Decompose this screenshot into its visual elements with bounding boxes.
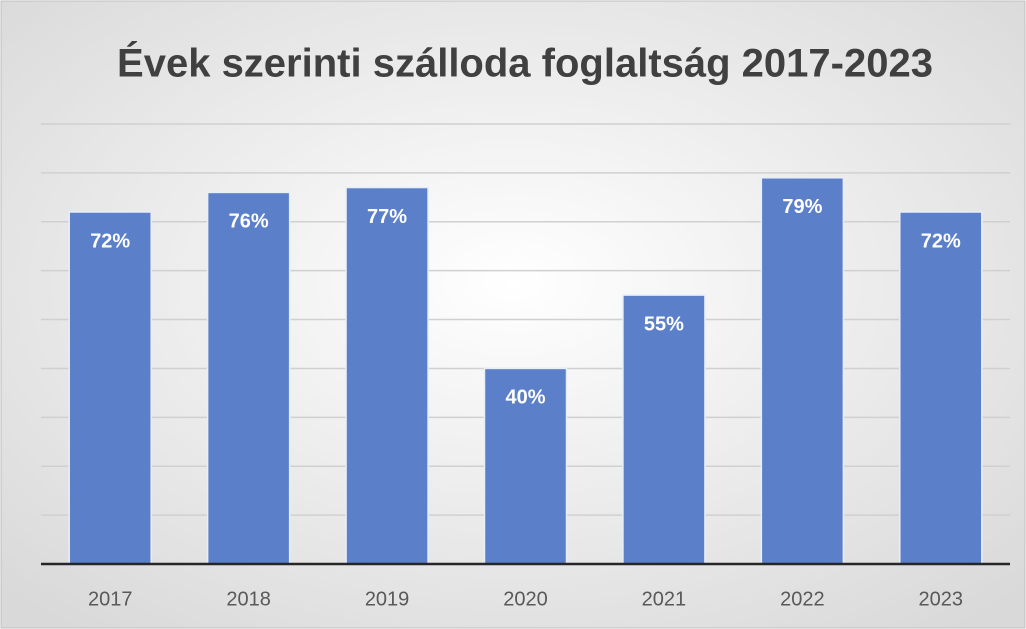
chart-title: Évek szerinti szálloda foglaltság 2017-2… [117,41,933,86]
bar [345,186,429,565]
bar [760,177,845,565]
data-label: 72% [90,230,130,252]
x-tick-label: 2023 [919,588,964,610]
data-label: 55% [644,313,684,335]
bar [483,367,568,565]
bar [622,294,706,565]
x-tick-label: 2021 [642,588,687,610]
x-tick-label: 2022 [780,588,825,610]
data-label: 72% [921,230,961,252]
data-label: 76% [229,211,269,233]
x-tick-label: 2019 [365,588,410,610]
data-label: 77% [367,206,407,228]
bar [899,211,983,565]
data-label: 40% [505,387,545,409]
x-tick-label: 2017 [88,588,133,610]
data-label: 79% [782,196,822,218]
bar [206,191,291,565]
x-tick-label: 2018 [226,588,271,610]
x-tick-label: 2020 [503,588,548,610]
bar [68,211,152,565]
